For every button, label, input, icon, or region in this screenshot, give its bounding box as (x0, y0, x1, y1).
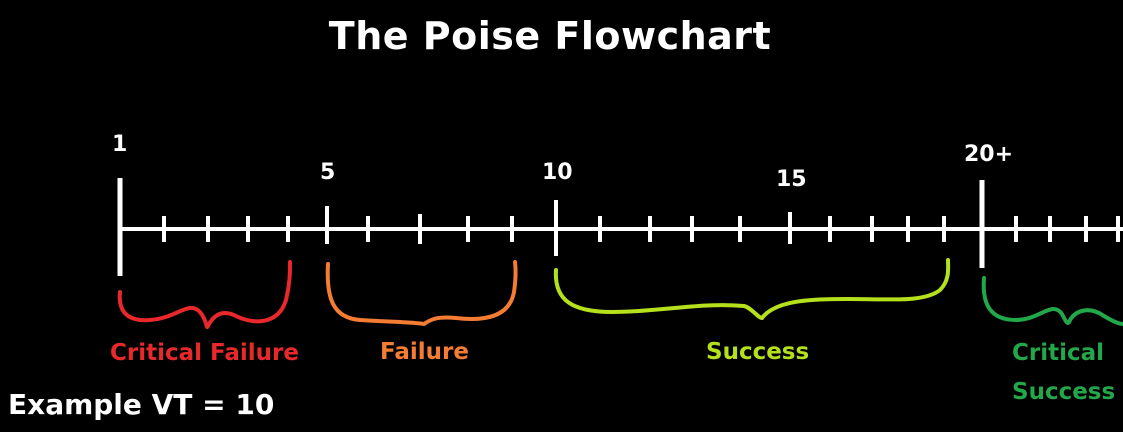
scale-marker-20-plus: 20+ (964, 142, 1014, 167)
failure-label: Failure (380, 339, 469, 365)
success-label: Success (706, 339, 810, 365)
example-note: Example VT = 10 (8, 388, 275, 421)
critical-failure-brace (117, 260, 292, 329)
critical-success-label-line2: Success (1012, 379, 1116, 405)
failure-brace (325, 260, 518, 327)
scale-marker-15: 15 (776, 167, 807, 192)
critical-success-label-line1: Critical (1012, 340, 1105, 366)
scale-marker-5: 5 (320, 160, 336, 185)
critical-success-brace (981, 276, 1123, 326)
scale-marker-1: 1 (112, 132, 128, 157)
page-title: The Poise Flowchart (328, 14, 772, 58)
minor-ticks (162, 212, 1120, 244)
scale-marker-10: 10 (542, 160, 573, 185)
critical-failure-label: Critical Failure (110, 340, 299, 366)
success-brace (553, 258, 951, 321)
